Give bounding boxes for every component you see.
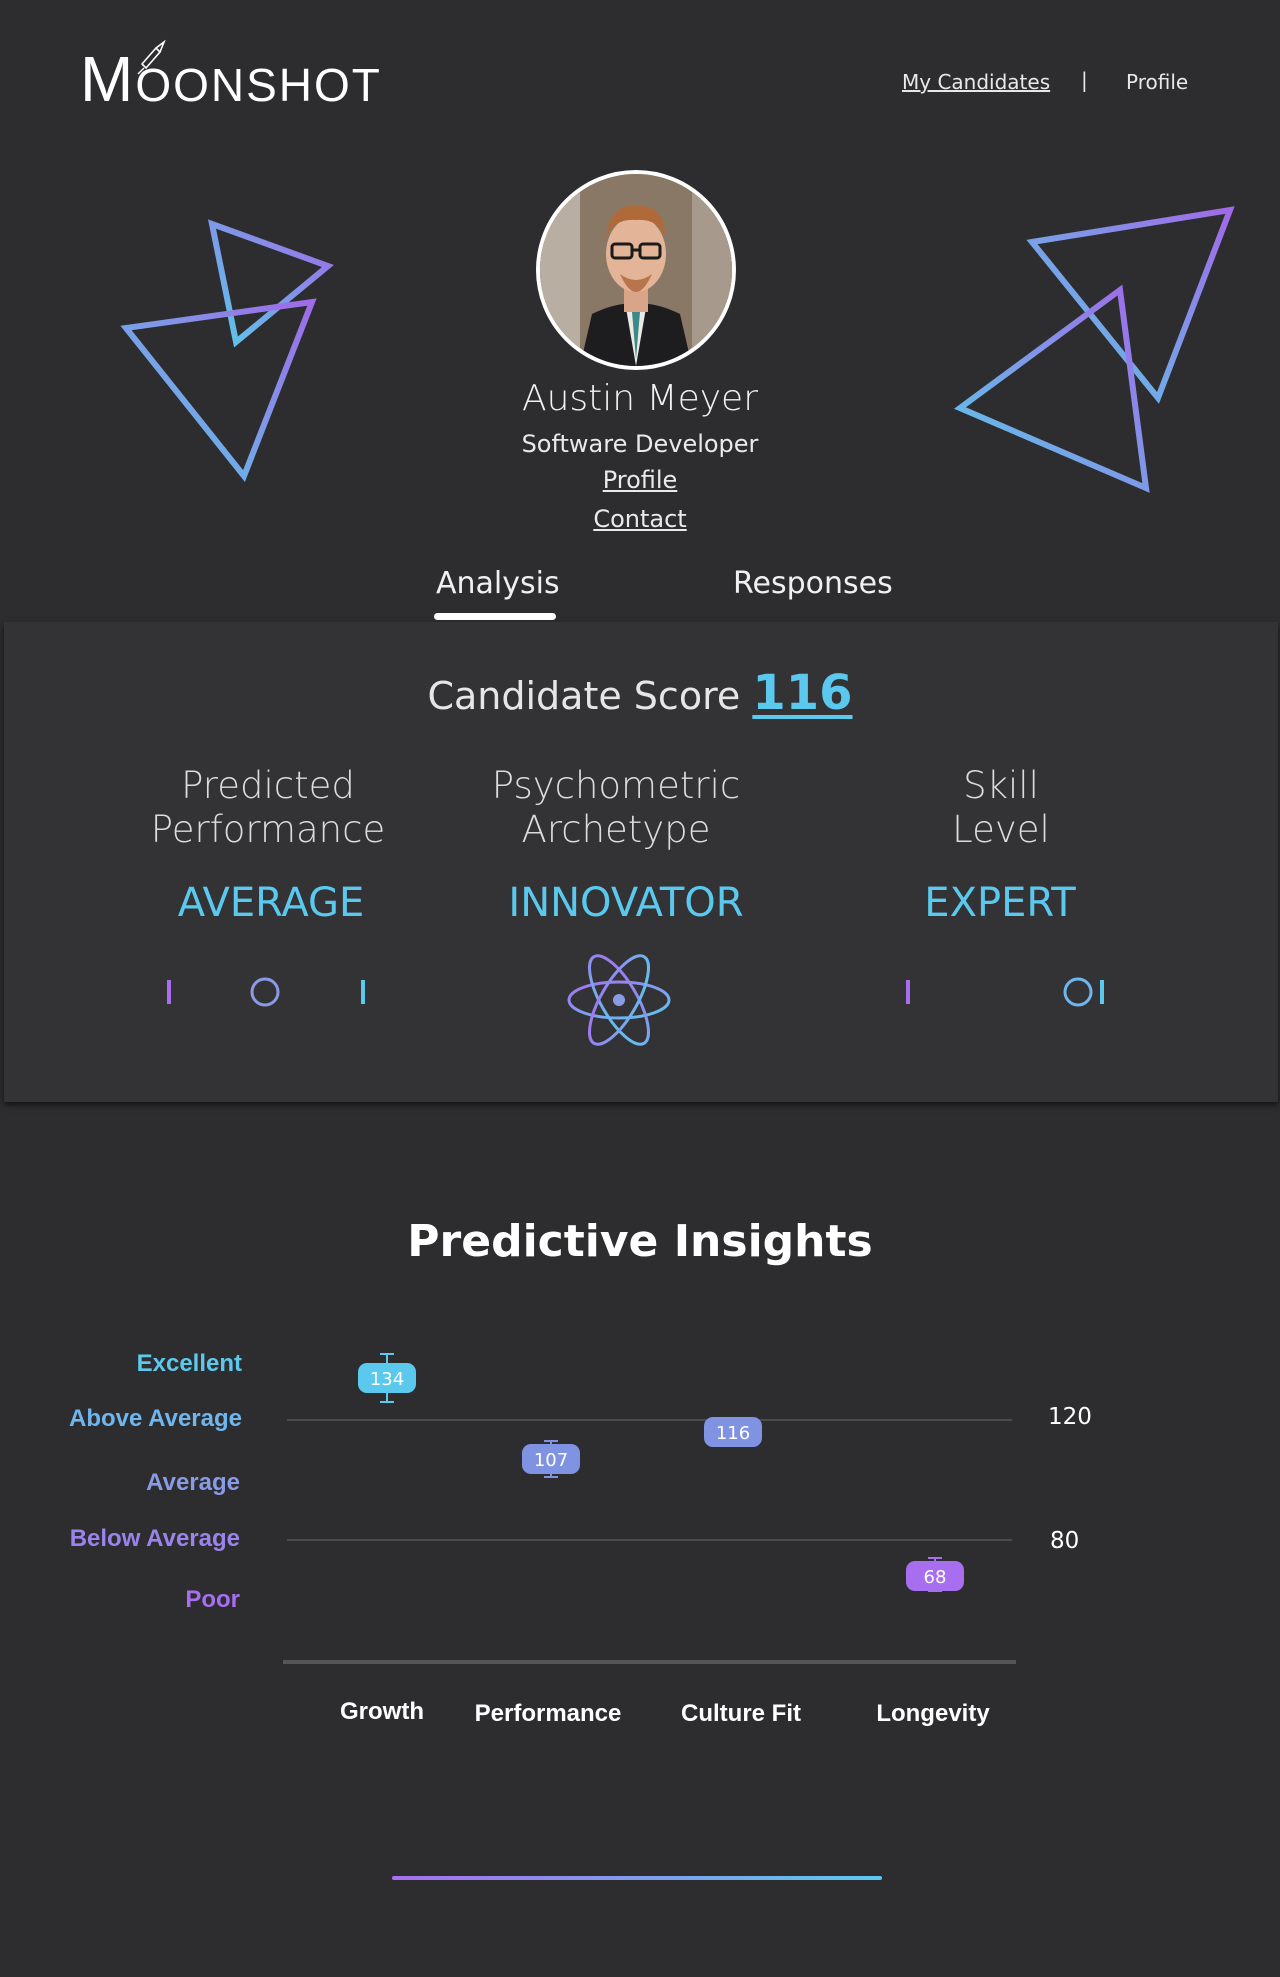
metric-value-archetype: INNOVATOR — [508, 880, 744, 926]
candidate-name: Austin Meyer — [521, 378, 759, 419]
active-tab-indicator — [434, 613, 556, 620]
data-label: 116 — [716, 1423, 750, 1444]
rocket-icon — [137, 39, 166, 75]
metric-title-performance: Predicted Performance — [118, 764, 418, 852]
data-label: 134 — [370, 1369, 404, 1390]
logo-text: MOONSHOT — [80, 42, 382, 116]
y-band-label: Below Average — [69, 1525, 240, 1552]
nav-separator: | — [1081, 68, 1088, 92]
contact-link[interactable]: Contact — [593, 505, 687, 533]
y-band-label: Average — [146, 1469, 240, 1496]
tab-responses[interactable]: Responses — [733, 566, 893, 601]
data-point-badge — [522, 1444, 580, 1474]
x-tick-label: Culture Fit — [681, 1700, 801, 1727]
triangle-right-a — [1026, 206, 1235, 404]
reference-line-label: 120 — [1048, 1404, 1092, 1430]
reference-line-label: 80 — [1050, 1528, 1080, 1554]
metric-title-line: Skill — [963, 764, 1039, 807]
x-tick-label: Performance — [474, 1700, 622, 1727]
nav-profile[interactable]: Profile — [1126, 70, 1189, 94]
candidate-score-label: Candidate Score — [427, 674, 741, 718]
triangle-left-b — [120, 298, 317, 482]
y-band-label: Excellent — [136, 1350, 242, 1377]
predictive-insights-chart: 134 107 116 68 — [283, 1302, 1016, 1664]
nav-my-candidates[interactable]: My Candidates — [902, 70, 1050, 94]
moonshot-logo[interactable]: MOONSHOT — [80, 28, 380, 115]
data-point-badge — [704, 1417, 762, 1447]
metric-value-performance: AVERAGE — [177, 880, 365, 926]
performance-slider — [167, 977, 365, 1007]
metric-title-line: Performance — [150, 808, 386, 851]
performance-slider-knob — [250, 977, 280, 1007]
profile-link[interactable]: Profile — [602, 466, 678, 494]
tab-analysis[interactable]: Analysis — [436, 566, 560, 601]
candidate-score-value[interactable]: 116 — [752, 665, 853, 721]
metric-title-line: Psychometric — [491, 764, 741, 807]
metric-title-line: Level — [952, 808, 1050, 851]
candidate-photo — [540, 174, 732, 366]
candidate-score: Candidate Score 116 — [0, 665, 1280, 721]
y-band-label: Poor — [185, 1586, 240, 1613]
logo-wordmark: OONSHOT — [135, 59, 382, 111]
metric-title-line: Predicted — [181, 764, 355, 807]
chart-title: Predictive Insights — [407, 1216, 873, 1267]
candidate-title: Software Developer — [521, 430, 759, 458]
x-tick-label: Longevity — [876, 1700, 990, 1727]
x-tick-label: Growth — [340, 1698, 424, 1725]
atom-icon — [567, 954, 671, 1046]
skill-slider-knob — [1063, 977, 1093, 1007]
data-label: 107 — [534, 1450, 568, 1471]
footer-divider — [392, 1876, 882, 1880]
y-band-label: Above Average — [69, 1405, 242, 1432]
skill-slider — [906, 977, 1104, 1007]
metric-value-skill: EXPERT — [924, 880, 1076, 926]
logo-initial: M — [80, 43, 136, 115]
decorative-triangles — [120, 206, 1235, 493]
metric-title-line: Archetype — [521, 808, 711, 851]
metric-title-skill: Skill Level — [851, 764, 1151, 852]
score-panel — [4, 622, 1278, 1102]
data-label: 68 — [924, 1567, 947, 1588]
data-point-badge — [906, 1561, 964, 1591]
triangle-right-b — [954, 284, 1150, 493]
avatar[interactable] — [536, 170, 736, 370]
nav-my-candidates-link[interactable]: My Candidates — [902, 70, 1051, 94]
triangle-left-a — [207, 219, 334, 348]
metric-title-archetype: Psychometric Archetype — [466, 764, 766, 852]
data-point-badge — [358, 1363, 416, 1393]
